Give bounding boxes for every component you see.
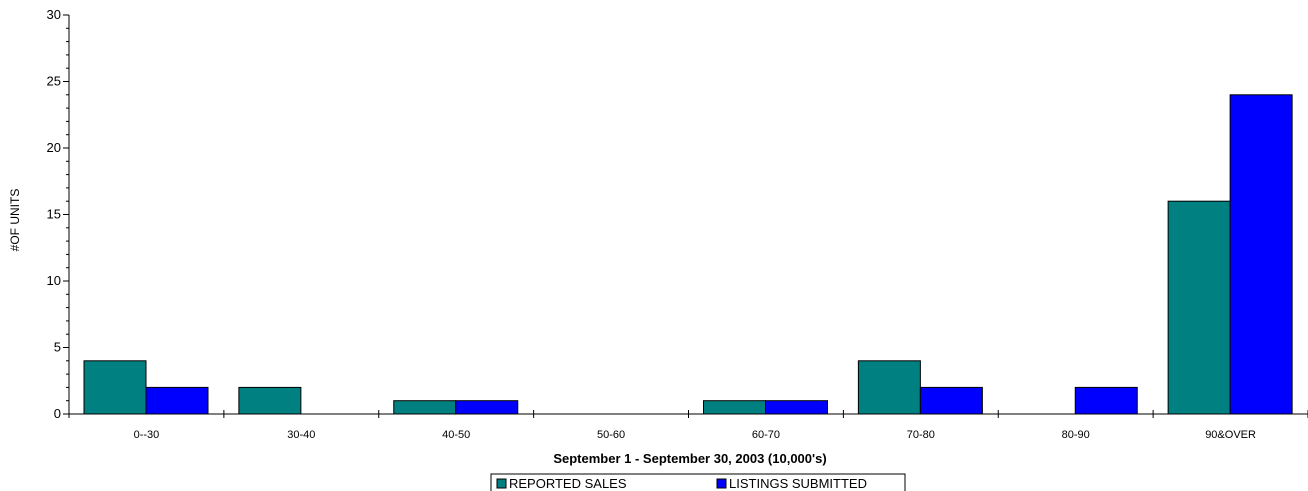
y-tick-label: 25 [47,74,61,89]
x-tick-label: 50-60 [597,429,625,441]
y-axis: 0 5 10 15 20 25 30 [47,7,70,421]
x-tick-label: 70-80 [907,429,935,441]
bar-reported-sales [238,386,302,415]
bar-reported-sales [703,400,766,415]
y-tick-label: 20 [47,140,61,155]
bar-reported-sales [83,360,147,415]
y-tick-label: 5 [54,340,61,355]
legend-box [490,473,906,491]
legend-label: REPORTED SALES [509,476,627,491]
y-tick-label: 30 [47,7,61,22]
y-tick-label: 0 [54,406,61,421]
x-tick-label: 60-70 [752,429,780,441]
y-tick-label: 10 [47,273,61,288]
x-axis-title: September 1 - September 30, 2003 (10,000… [553,451,826,466]
bar-listings-submitted [145,386,209,415]
bar-listings-submitted [919,386,983,415]
x-tick-label: 40-50 [442,429,470,441]
y-tick-label: 15 [47,207,61,222]
legend-swatch [716,478,727,489]
legend: REPORTED SALES LISTINGS SUBMITTED [490,473,906,491]
legend-swatch [496,478,507,489]
x-tick-label: 80-90 [1062,429,1090,441]
x-tick-label: 0--30 [134,429,160,441]
legend-label: LISTINGS SUBMITTED [729,476,867,491]
bar-listings-submitted [455,400,519,415]
bar-reported-sales [393,400,457,415]
x-tick-label: 30-40 [287,429,315,441]
x-tick-label: 90&OVER [1205,429,1256,441]
bars [83,94,1293,415]
bar-listings-submitted [1074,386,1138,415]
bar-listings-submitted [1229,94,1293,415]
y-axis-title: #OF UNITS [8,189,22,252]
bar-listings-submitted [765,400,828,415]
x-axis: 0--30 30-40 40-50 50-60 60-70 70-80 80-90 90&OV… [68,410,1308,441]
bar-reported-sales [1167,200,1231,415]
bar-reported-sales [857,360,921,415]
